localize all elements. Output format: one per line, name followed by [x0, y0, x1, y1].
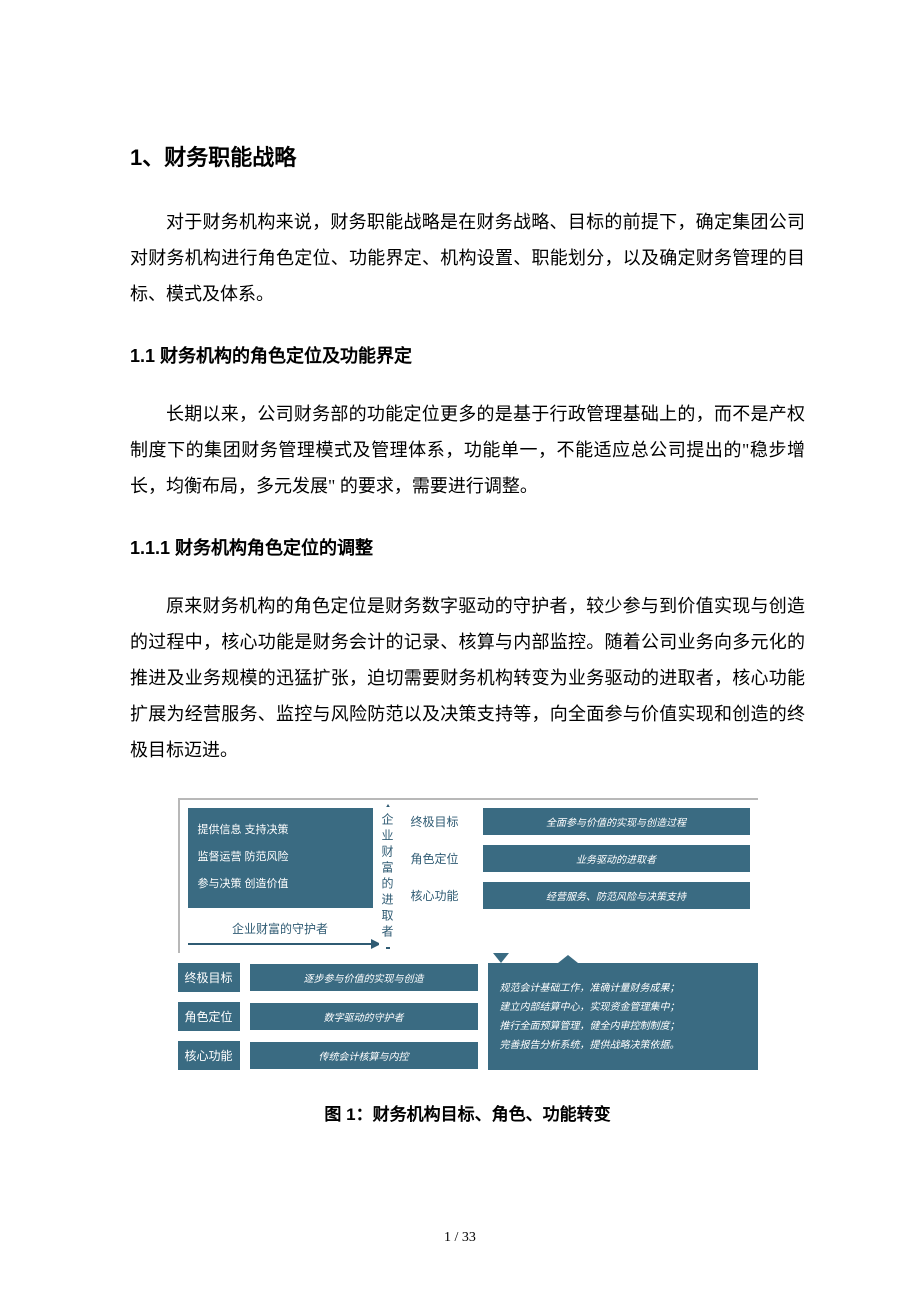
lower-row-label: 角色定位: [178, 1002, 240, 1031]
paragraph-2: 长期以来，公司财务部的功能定位更多的是基于行政管理基础上的，而不是产权制度下的集…: [130, 396, 805, 504]
row-pill: 业务驱动的进取者: [483, 845, 750, 872]
row-pill: 经营服务、防范风险与决策支持: [483, 882, 750, 909]
down-arrow-icon: [493, 953, 509, 963]
left-info-block: 提供信息 支持决策监督运营 防范风险参与决策 创造价值: [188, 808, 373, 908]
lower-row-pill: 逐步参与价值的实现与创造: [250, 964, 478, 991]
paragraph-1: 对于财务机构来说，财务职能战略是在财务战略、目标的前提下，确定集团公司对财务机构…: [130, 204, 805, 312]
upper-row: 角色定位业务驱动的进取者: [411, 845, 750, 872]
document-page: 1、财务职能战略 对于财务机构来说，财务职能战略是在财务战略、目标的前提下，确定…: [0, 0, 920, 1125]
heading-1: 1、财务职能战略: [130, 140, 805, 172]
lower-row-pill: 数字驱动的守护者: [250, 1003, 478, 1030]
finance-role-diagram: 提供信息 支持决策监督运营 防范风险参与决策 创造价值 企业财富的守护者 企业财…: [178, 798, 758, 1070]
figure-caption: 图 1：财务机构目标、角色、功能转变: [130, 1100, 805, 1125]
vertical-label: 企业财富的进取者: [379, 807, 396, 947]
lower-right-line: 规范会计基础工作，准确计量财务成果；: [500, 979, 746, 998]
figure-1: 提供信息 支持决策监督运营 防范风险参与决策 创造价值 企业财富的守护者 企业财…: [130, 798, 805, 1070]
upper-row: 核心功能经营服务、防范风险与决策支持: [411, 882, 750, 909]
left-block-line: 提供信息 支持决策: [198, 821, 363, 841]
upper-rows: 终极目标全面参与价值的实现与创造过程角色定位业务驱动的进取者核心功能经营服务、防…: [403, 800, 758, 953]
lower-row: 核心功能传统会计核算与内控: [178, 1041, 478, 1070]
lower-row-label: 终极目标: [178, 963, 240, 992]
guardian-label: 企业财富的守护者: [188, 916, 373, 945]
vertical-arrow-column: 企业财富的进取者: [373, 800, 403, 953]
row-label: 核心功能: [411, 887, 473, 904]
row-pill: 全面参与价值的实现与创造过程: [483, 808, 750, 835]
left-block-line: 监督运营 防范风险: [198, 848, 363, 868]
upper-row: 终极目标全面参与价值的实现与创造过程: [411, 808, 750, 835]
lower-row: 角色定位数字驱动的守护者: [178, 1002, 478, 1031]
left-block-line: 参与决策 创造价值: [198, 875, 363, 895]
diagram-upper: 提供信息 支持决策监督运营 防范风险参与决策 创造价值 企业财富的守护者 企业财…: [178, 798, 758, 953]
heading-1-1-1: 1.1.1 财务机构角色定位的调整: [130, 534, 805, 560]
lower-row: 终极目标逐步参与价值的实现与创造: [178, 963, 478, 992]
diagram-lower: 终极目标逐步参与价值的实现与创造角色定位数字驱动的守护者核心功能传统会计核算与内…: [178, 963, 758, 1070]
lower-rows: 终极目标逐步参与价值的实现与创造角色定位数字驱动的守护者核心功能传统会计核算与内…: [178, 963, 478, 1070]
diagram-upper-left: 提供信息 支持决策监督运营 防范风险参与决策 创造价值 企业财富的守护者: [180, 800, 373, 953]
page-number: 1 / 33: [0, 1230, 920, 1246]
paragraph-3: 原来财务机构的角色定位是财务数字驱动的守护者，较少参与到价值实现与创造的过程中，…: [130, 588, 805, 768]
lower-right-line: 建立内部结算中心，实现资金管理集中；: [500, 998, 746, 1017]
heading-1-1: 1.1 财务机构的角色定位及功能界定: [130, 342, 805, 368]
lower-right-line: 推行全面预算管理，健全内审控制制度；: [500, 1017, 746, 1036]
row-label: 角色定位: [411, 850, 473, 867]
lower-right-line: 完善报告分析系统，提供战略决策依据。: [500, 1036, 746, 1055]
row-label: 终极目标: [411, 813, 473, 830]
lower-right-block: 规范会计基础工作，准确计量财务成果；建立内部结算中心，实现资金管理集中；推行全面…: [488, 963, 758, 1070]
lower-row-label: 核心功能: [178, 1041, 240, 1070]
lower-row-pill: 传统会计核算与内控: [250, 1042, 478, 1069]
